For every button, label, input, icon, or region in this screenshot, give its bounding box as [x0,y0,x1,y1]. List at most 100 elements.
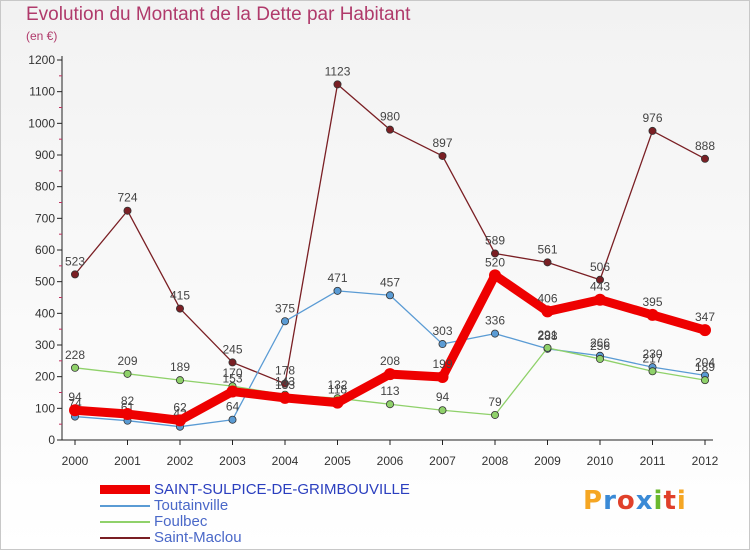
x-tick-label: 2004 [272,454,299,468]
y-tick-label: 800 [35,180,55,194]
x-tick-label: 2006 [377,454,404,468]
data-label: 375 [275,301,295,315]
y-tick-label: 200 [35,370,55,384]
x-tick-label: 2012 [692,454,719,468]
x-tick-label: 2009 [534,454,561,468]
data-label: 347 [695,310,715,324]
data-point [541,305,554,318]
data-point [646,308,659,321]
y-tick-label: 1100 [29,85,55,99]
legend-label: SAINT-SULPICE-DE-GRIMBOUVILLE [154,481,410,498]
data-point [543,343,552,352]
data-label: 153 [222,372,242,386]
data-label: 82 [121,394,135,408]
brand-logo: Proxiti [583,486,687,516]
legend-swatch [100,485,150,494]
legend-swatch [100,505,150,507]
brand-letter: o [616,486,636,516]
chart-subtitle: (en €) [26,29,58,43]
data-label: 64 [226,400,240,414]
legend-swatch [100,537,150,539]
y-tick-label: 100 [35,401,55,415]
data-point [69,404,81,417]
data-point [701,154,710,163]
data-label: 336 [485,314,505,328]
data-point [438,340,447,349]
data-point [438,406,447,415]
data-point [596,275,605,284]
data-label: 288 [537,329,557,343]
brand-letter: i [653,486,664,516]
brand-letter: x [635,486,654,516]
data-point [71,270,80,279]
data-label: 471 [327,271,347,285]
data-label: 561 [537,242,557,256]
brand-letter: r [603,486,617,516]
data-label: 520 [485,255,505,269]
y-tick-label: 500 [35,275,55,289]
line-chart: 0 100 200 300 400 500 600 700 800 900 1000 1100 1200… [28,53,719,468]
data-label: 94 [68,390,82,404]
data-label: 209 [117,354,137,368]
data-label: 132 [327,378,347,392]
data-label: 415 [170,289,190,303]
data-label: 303 [432,324,452,338]
x-tick-label: 2002 [167,454,194,468]
data-label: 199 [432,357,452,371]
data-point [384,368,396,381]
data-label: 143 [275,375,295,389]
data-point [280,317,289,326]
legend-label: Foulbec [154,513,208,530]
data-label: 291 [537,328,557,342]
data-label: 189 [170,360,190,374]
data-label: 170 [222,366,242,380]
data-point [333,80,342,89]
data-label: 94 [436,390,450,404]
data-point [228,415,237,424]
data-point [490,329,499,338]
brand-letter: i [676,486,687,516]
data-point [175,376,184,385]
legend-swatch [100,521,150,523]
data-point [333,286,342,295]
data-label: 724 [117,191,137,205]
data-point [228,358,237,367]
x-tick-label: 2000 [62,454,89,468]
data-label: 245 [222,342,242,356]
data-label: 113 [380,384,399,398]
y-tick-label: 400 [35,306,55,320]
data-point [280,379,289,388]
data-label: 980 [380,110,400,124]
data-point [385,125,394,134]
data-label: 976 [642,111,662,125]
x-tick-label: 2003 [219,454,246,468]
data-point [699,324,711,337]
data-point [123,206,132,215]
data-point [648,126,657,135]
data-label: 178 [275,364,295,378]
legend-label: Saint-Maclou [154,529,242,546]
data-label: 395 [642,295,662,309]
data-label: 897 [432,136,452,150]
data-label: 118 [328,383,347,397]
brand-letter: P [583,486,604,516]
data-point [226,385,239,398]
data-label: 62 [173,400,187,414]
chart-title: Evolution du Montant de la Dette par Hab… [26,4,411,25]
y-tick-label: 600 [35,243,55,257]
data-label: 506 [590,260,610,274]
data-label: 204 [695,355,715,369]
y-tick-label: 1000 [28,116,55,130]
data-point [648,367,657,376]
y-tick-label: 700 [35,211,55,225]
x-tick-label: 2008 [482,454,509,468]
data-label: 443 [590,280,610,294]
data-point [175,304,184,313]
brand-letter: t [663,486,677,516]
x-tick-label: 2005 [324,454,351,468]
data-label: 189 [695,360,715,374]
data-point [594,293,606,306]
data-point [71,363,80,372]
data-point [543,258,552,267]
data-point [123,369,132,378]
